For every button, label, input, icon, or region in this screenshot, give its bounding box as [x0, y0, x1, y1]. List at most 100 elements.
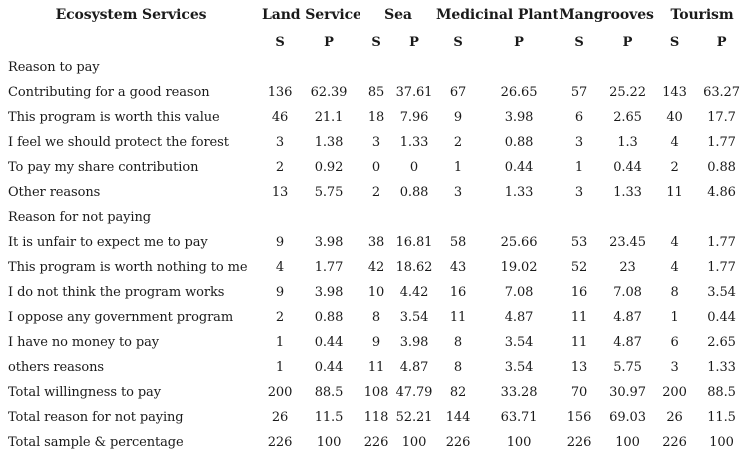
cell-percentage: 0.92	[314, 160, 344, 175]
cell-percentage: 17.7	[707, 110, 736, 125]
row-label: Total sample & percentage	[8, 435, 184, 450]
table-row: Total sample & percentage 226 100 226 100 226…	[0, 430, 749, 455]
cell-percentage: 19.02	[500, 260, 538, 275]
cell-percentage: 4.87	[399, 360, 429, 375]
cell-sample: 8	[371, 310, 381, 325]
cell-sample	[262, 205, 298, 230]
cell-percentage	[298, 205, 360, 230]
cell-percentage	[298, 55, 360, 80]
cell-sample	[262, 55, 298, 80]
cell-sample: 11	[570, 335, 588, 350]
table-row: Reason to pay	[0, 55, 749, 80]
cell-sample: 13	[271, 185, 289, 200]
cell-percentage: 0.88	[314, 310, 344, 325]
cell-percentage: 0	[409, 160, 419, 175]
cell-sample: 118	[363, 410, 389, 425]
cell-sample: 1	[670, 310, 679, 325]
cell-sample: 16	[570, 285, 588, 300]
sub-header-s: S	[453, 35, 463, 50]
cell-percentage: 1.33	[504, 185, 534, 200]
cell-percentage: 1.33	[613, 185, 642, 200]
table-row: others reasons 1 0.44 11 4.87 8 3.54 13 5.75 3 1.3…	[0, 355, 749, 380]
row-label: I do not think the program works	[8, 285, 225, 300]
cell-percentage: 33.28	[500, 385, 538, 400]
table-row: This program is worth this value 46 21.1 18…	[0, 105, 749, 130]
cell-sample	[655, 205, 694, 230]
cell-sample: 8	[670, 285, 679, 300]
cell-sample: 3	[574, 135, 584, 150]
cell-percentage: 23.45	[609, 235, 646, 250]
cell-percentage: 23	[619, 260, 636, 275]
row-label: Reason for not paying	[8, 210, 151, 225]
sub-header-s: S	[669, 35, 680, 50]
group-header-land-services: Land Services	[262, 7, 360, 23]
row-label: Contributing for a good reason	[8, 85, 210, 100]
sub-header-p: P	[716, 35, 727, 50]
row-label: I feel we should protect the forest	[8, 135, 229, 150]
cell-sample: 57	[570, 85, 588, 100]
cell-sample: 2	[453, 135, 463, 150]
cell-sample: 9	[453, 110, 463, 125]
table-row: I oppose any government program 2 0.88 8 3.5…	[0, 305, 749, 330]
cell-sample: 9	[275, 235, 285, 250]
cell-percentage: 0.88	[504, 135, 534, 150]
cell-percentage: 25.66	[500, 235, 538, 250]
group-header-medicinal-plant: Medicinal Plant	[436, 7, 559, 23]
cell-percentage: 5.75	[613, 360, 642, 375]
cell-sample: 143	[662, 85, 687, 100]
table-row: It is unfair to expect me to pay 9 3.98 38 1…	[0, 230, 749, 255]
sub-header-p: P	[514, 35, 524, 50]
sub-header-s: S	[574, 35, 584, 50]
table-row: Reason for not paying	[0, 205, 749, 230]
cell-sample	[360, 205, 392, 230]
cell-sample: 226	[363, 435, 389, 450]
cell-sample: 3	[453, 185, 463, 200]
cell-sample: 3	[371, 135, 381, 150]
row-label: Other reasons	[8, 185, 101, 200]
cell-percentage	[694, 55, 749, 80]
cell-sample: 2	[371, 185, 381, 200]
cell-sample: 156	[566, 410, 592, 425]
cell-percentage: 4.86	[707, 185, 736, 200]
cell-percentage: 26.65	[500, 85, 538, 100]
row-label: To pay my share contribution	[8, 160, 199, 175]
cell-sample: 4	[275, 260, 285, 275]
cell-percentage: 100	[316, 435, 342, 450]
row-label: This program is worth nothing to me	[8, 260, 248, 275]
cell-percentage: 1.77	[314, 260, 344, 275]
cell-sample: 1	[275, 335, 285, 350]
table-row: Contributing for a good reason 136 62.39 85…	[0, 80, 749, 105]
table-row: This program is worth nothing to me 4 1.77…	[0, 255, 749, 280]
cell-sample: 136	[267, 85, 293, 100]
cell-sample: 226	[267, 435, 293, 450]
cell-percentage: 0.44	[707, 310, 736, 325]
cell-percentage: 0.88	[707, 160, 736, 175]
cell-sample: 18	[367, 110, 385, 125]
cell-percentage: 30.97	[609, 385, 646, 400]
cell-percentage: 7.96	[399, 110, 429, 125]
cell-percentage	[694, 205, 749, 230]
cell-sample: 40	[666, 110, 683, 125]
cell-sample: 226	[445, 435, 471, 450]
cell-sample: 200	[267, 385, 293, 400]
table-row: I do not think the program works 9 3.98 10 4…	[0, 280, 749, 305]
cell-sample	[558, 205, 600, 230]
cell-sample: 9	[275, 285, 285, 300]
cell-percentage: 3.54	[707, 285, 736, 300]
cell-percentage: 100	[615, 435, 640, 450]
cell-percentage: 0.88	[399, 185, 429, 200]
group-header-sea: Sea	[384, 7, 412, 23]
cell-sample: 43	[449, 260, 467, 275]
row-label: Total willingness to pay	[8, 385, 161, 400]
cell-percentage: 1.33	[399, 135, 429, 150]
cell-percentage: 3.54	[504, 335, 534, 350]
cell-sample: 8	[453, 335, 463, 350]
cell-percentage: 88.5	[707, 385, 736, 400]
cell-percentage: 0.44	[613, 160, 642, 175]
cell-percentage: 4.42	[399, 285, 429, 300]
sub-header-p: P	[324, 35, 334, 50]
cell-percentage: 1.77	[707, 260, 736, 275]
cell-percentage: 7.08	[504, 285, 534, 300]
sub-header-row: S P S P S P S P S P	[0, 30, 749, 55]
cell-sample: 1	[275, 360, 285, 375]
